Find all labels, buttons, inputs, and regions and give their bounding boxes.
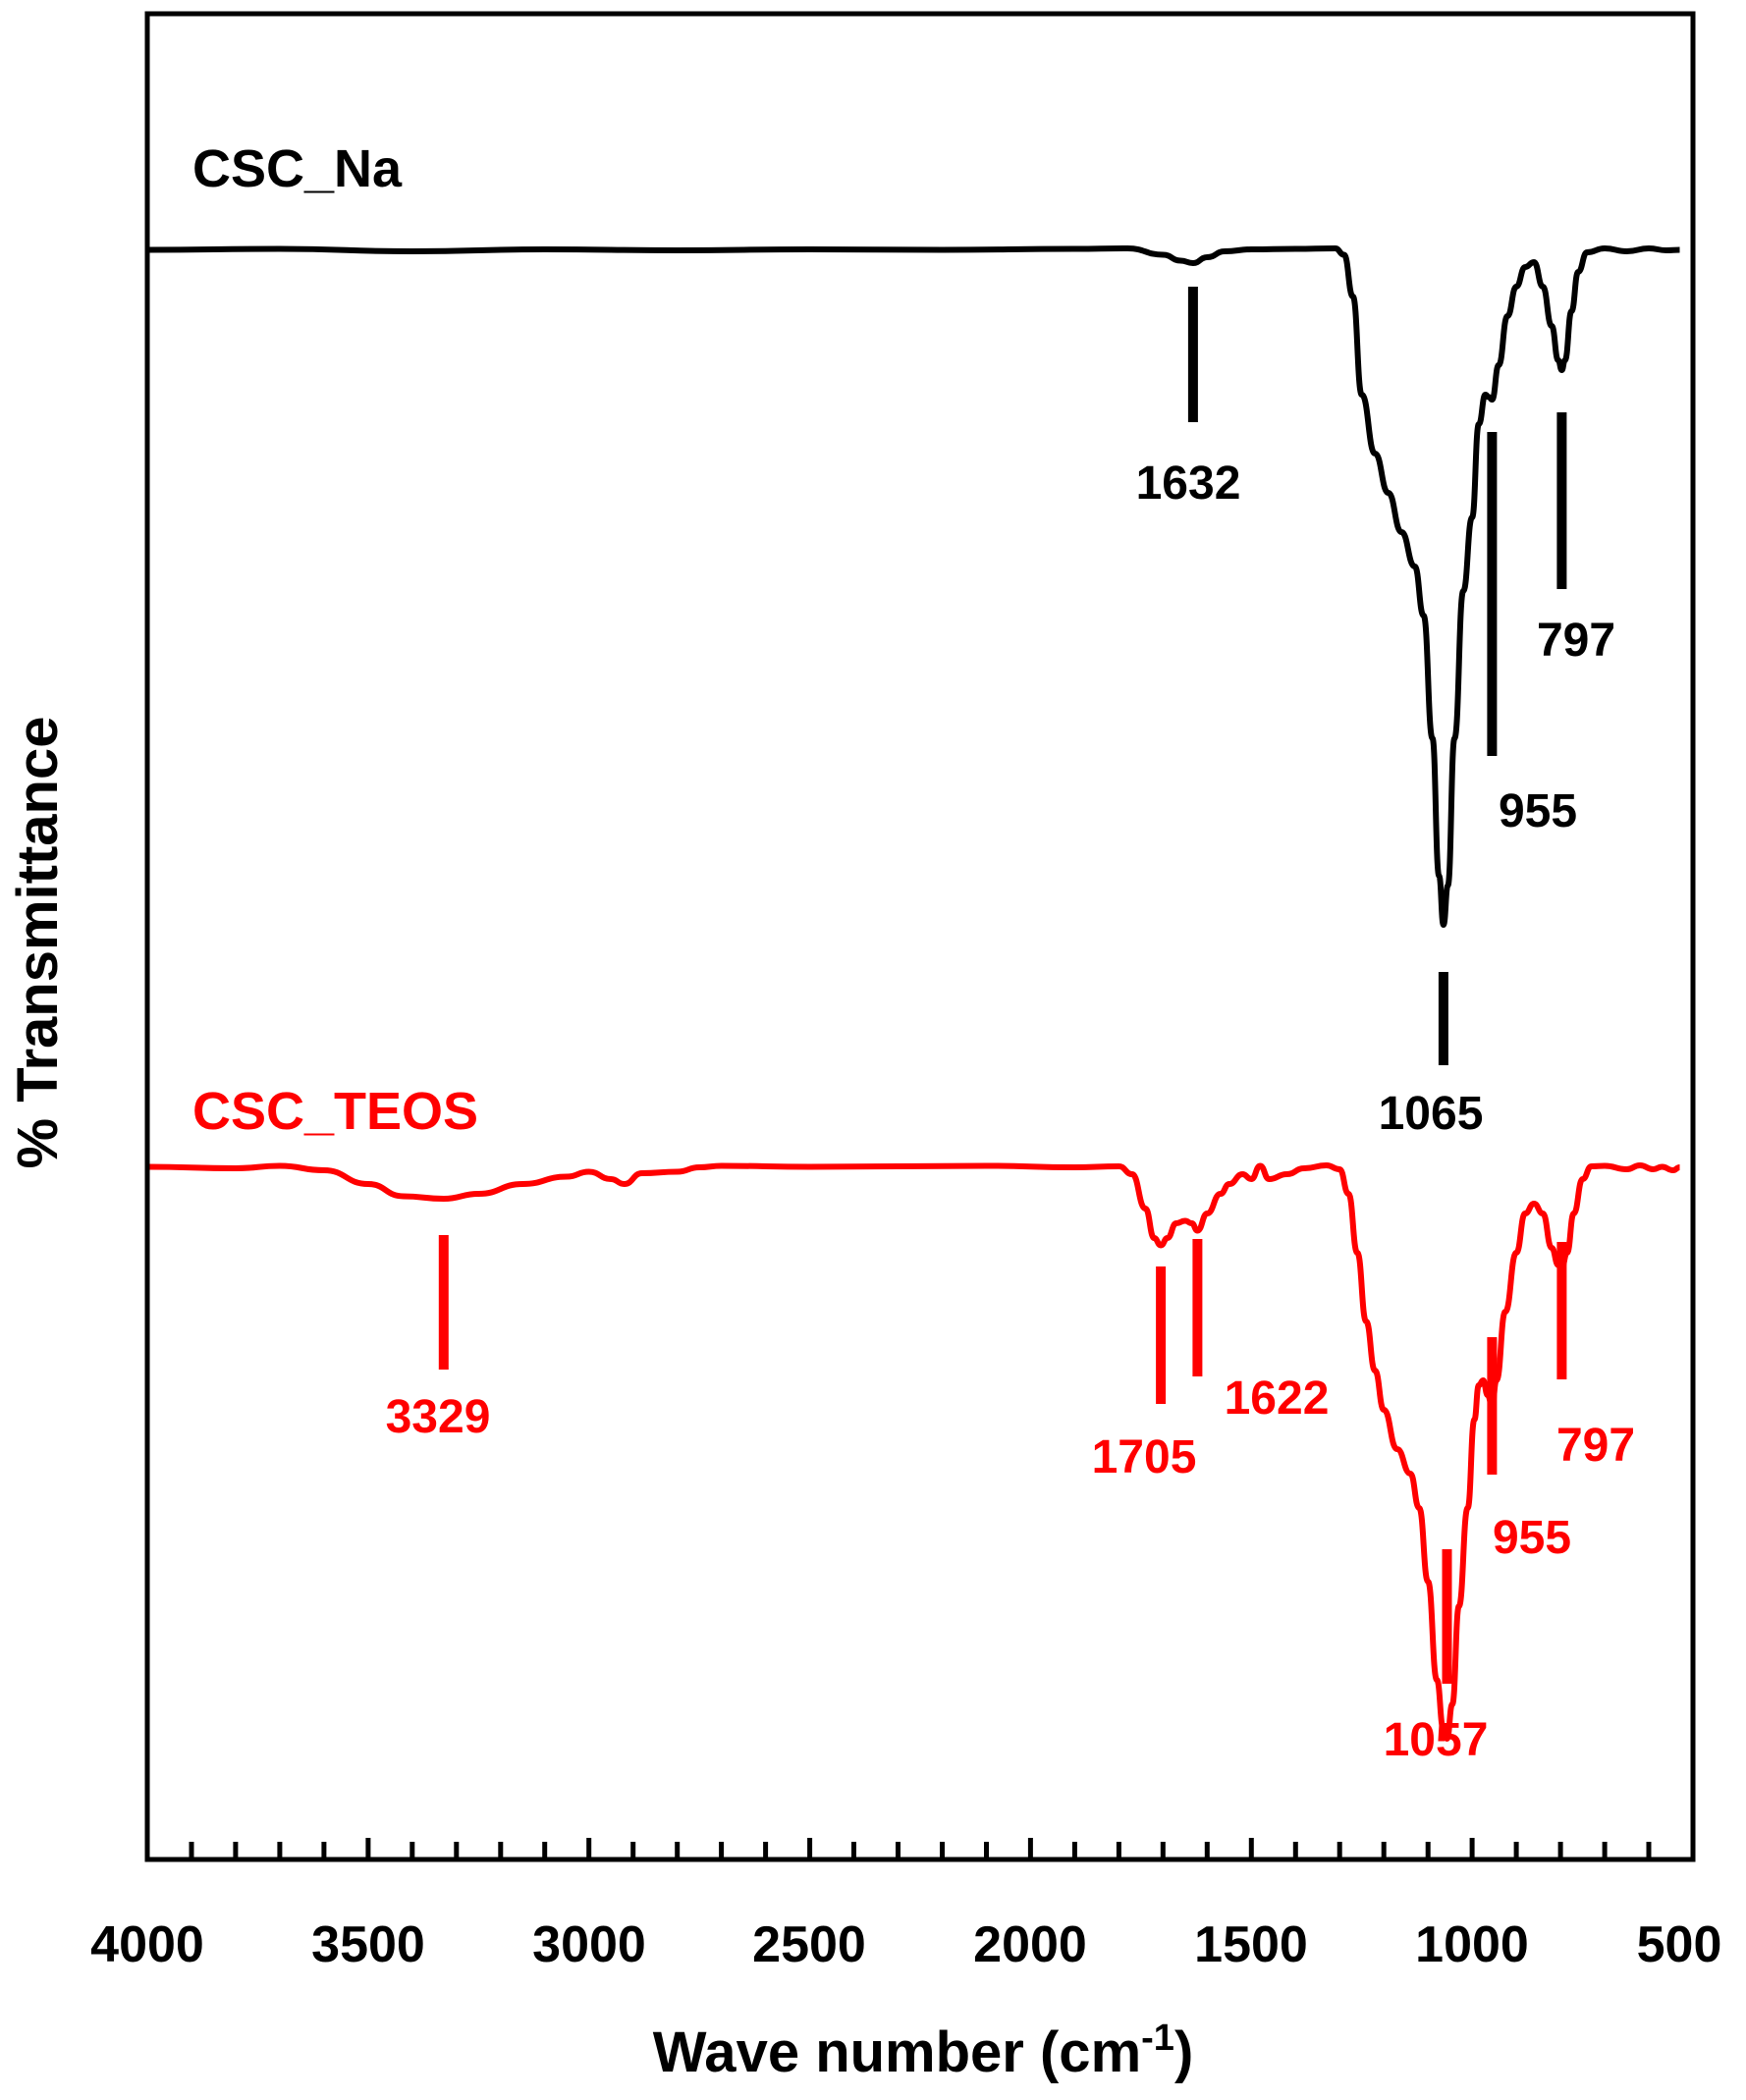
x-tick-label-3000: 3000 [532, 1916, 646, 1973]
peak-label-na-797: 797 [1537, 615, 1615, 667]
peak-label-teos-1705: 1705 [1092, 1431, 1197, 1483]
spectra-layer [146, 245, 1680, 1742]
x-axis-ticks [144, 1838, 1696, 1859]
x-tick-label-2500: 2500 [752, 1916, 866, 1973]
plot-frame [144, 11, 1696, 1862]
series-line-csc-teos [146, 1162, 1680, 1742]
x-tick-label-2000: 2000 [973, 1916, 1087, 1973]
x-tick-label-4000: 4000 [90, 1916, 204, 1973]
x-axis-title-main: Wave number (cm [653, 2020, 1141, 2084]
x-tick-label-1000: 1000 [1415, 1916, 1529, 1973]
peak-label-teos-955: 955 [1493, 1512, 1571, 1564]
peak-label-na-1065: 1065 [1379, 1088, 1484, 1140]
series-line-csc-na [146, 245, 1680, 928]
peak-label-teos-1057: 1057 [1384, 1714, 1489, 1766]
peak-label-na-1632: 1632 [1136, 458, 1241, 510]
x-axis-title-superscript: -1 [1141, 2018, 1174, 2059]
peak-label-teos-1622: 1622 [1225, 1373, 1330, 1425]
peak-label-teos-3329: 3329 [386, 1391, 491, 1443]
peak-markers [438, 287, 1567, 1684]
series-name-csc-teos: CSC_TEOS [192, 1082, 478, 1141]
x-tick-label-3500: 3500 [311, 1916, 425, 1973]
peak-label-teos-797: 797 [1556, 1420, 1635, 1472]
x-tick-label-1500: 1500 [1194, 1916, 1308, 1973]
x-axis-title: Wave number (cm-1) [653, 2018, 1194, 2084]
series-name-csc-na: CSC_Na [192, 139, 403, 198]
peak-label-na-955: 955 [1499, 785, 1577, 837]
y-axis-title: % Transmittance [6, 717, 70, 1169]
x-axis-title-close: ) [1174, 2020, 1193, 2084]
x-tick-label-500: 500 [1637, 1916, 1722, 1973]
